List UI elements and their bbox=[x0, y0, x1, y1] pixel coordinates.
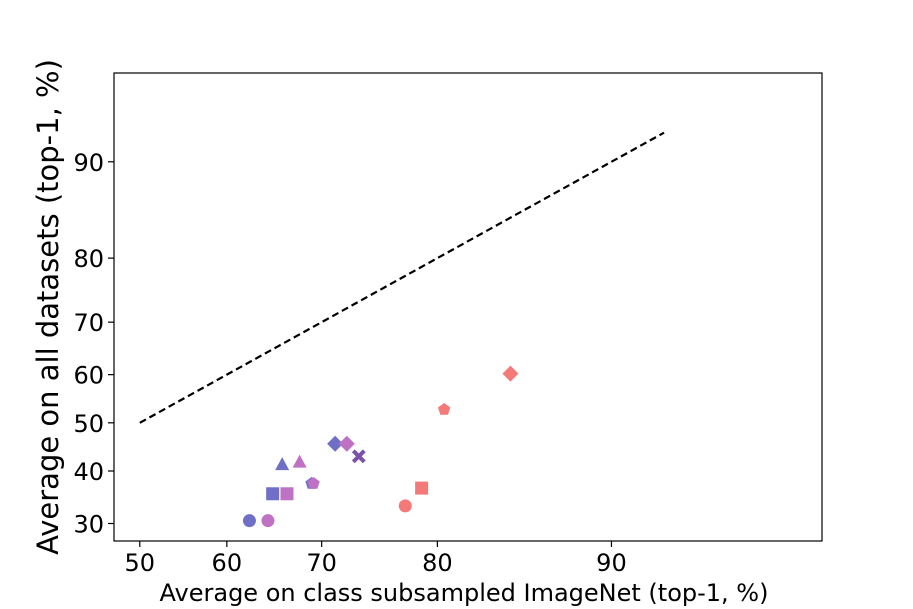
data-point-triangle bbox=[292, 454, 307, 468]
plot-frame bbox=[113, 72, 823, 542]
x-tick-label: 50 bbox=[125, 549, 156, 577]
x-axis-label: Average on class subsampled ImageNet (to… bbox=[160, 579, 769, 607]
y-tick-label: 40 bbox=[73, 458, 104, 486]
data-point-pentagon bbox=[437, 403, 451, 415]
x-tick-label: 90 bbox=[596, 549, 627, 577]
y-tick-label: 80 bbox=[73, 245, 104, 273]
data-point-triangle bbox=[275, 457, 290, 471]
y-tick-label: 30 bbox=[73, 510, 104, 538]
data-point-diamond bbox=[338, 435, 355, 452]
y-tick-label: 50 bbox=[73, 410, 104, 438]
data-point-square bbox=[266, 487, 280, 501]
data-point-x bbox=[351, 449, 366, 464]
ticks-layer: 50 60 70 80 90 30 40 50 60 70 80 90 bbox=[73, 149, 626, 577]
data-point-circle bbox=[242, 514, 256, 528]
data-point-circle bbox=[398, 499, 412, 513]
data-point-x-stroke bbox=[351, 449, 366, 464]
x-tick-label: 80 bbox=[422, 549, 453, 577]
data-point-diamond bbox=[502, 365, 519, 382]
y-axis-label: Average on all datasets (top-1, %) bbox=[31, 59, 65, 555]
y-tick-label: 60 bbox=[73, 362, 104, 390]
data-point-circle bbox=[261, 514, 275, 528]
y-tick-label: 70 bbox=[73, 309, 104, 337]
data-point-square bbox=[280, 487, 294, 501]
data-point-diamond bbox=[327, 435, 344, 452]
data-point-pentagon bbox=[307, 477, 320, 489]
reference-layer bbox=[139, 131, 665, 424]
x-tick-label: 60 bbox=[212, 549, 243, 577]
reference-line bbox=[139, 131, 665, 424]
x-tick-label: 70 bbox=[306, 549, 337, 577]
data-point-square bbox=[415, 481, 429, 495]
points-layer bbox=[242, 365, 519, 528]
y-tick-label: 90 bbox=[73, 149, 104, 177]
